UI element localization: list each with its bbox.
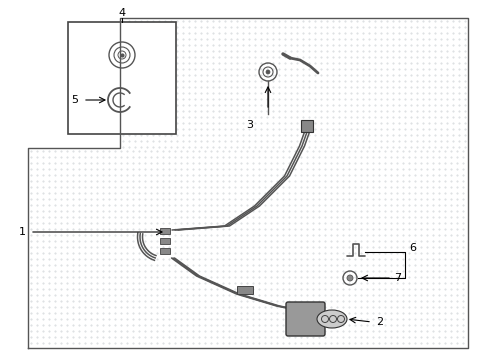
Bar [237,286,253,294]
Circle shape [347,275,353,281]
Circle shape [266,70,270,74]
Bar [301,120,313,132]
Bar [160,238,170,244]
FancyBboxPatch shape [286,302,325,336]
Bar [68,22,176,134]
Bar [160,228,170,234]
Text: 3: 3 [246,120,253,130]
Bar [160,248,170,254]
Text: 6: 6 [409,243,416,253]
Text: 5: 5 [71,95,78,105]
Text: 7: 7 [394,273,401,283]
Text: 1: 1 [19,227,26,237]
Ellipse shape [317,310,347,328]
Text: 2: 2 [376,317,383,327]
Text: 4: 4 [119,8,125,18]
